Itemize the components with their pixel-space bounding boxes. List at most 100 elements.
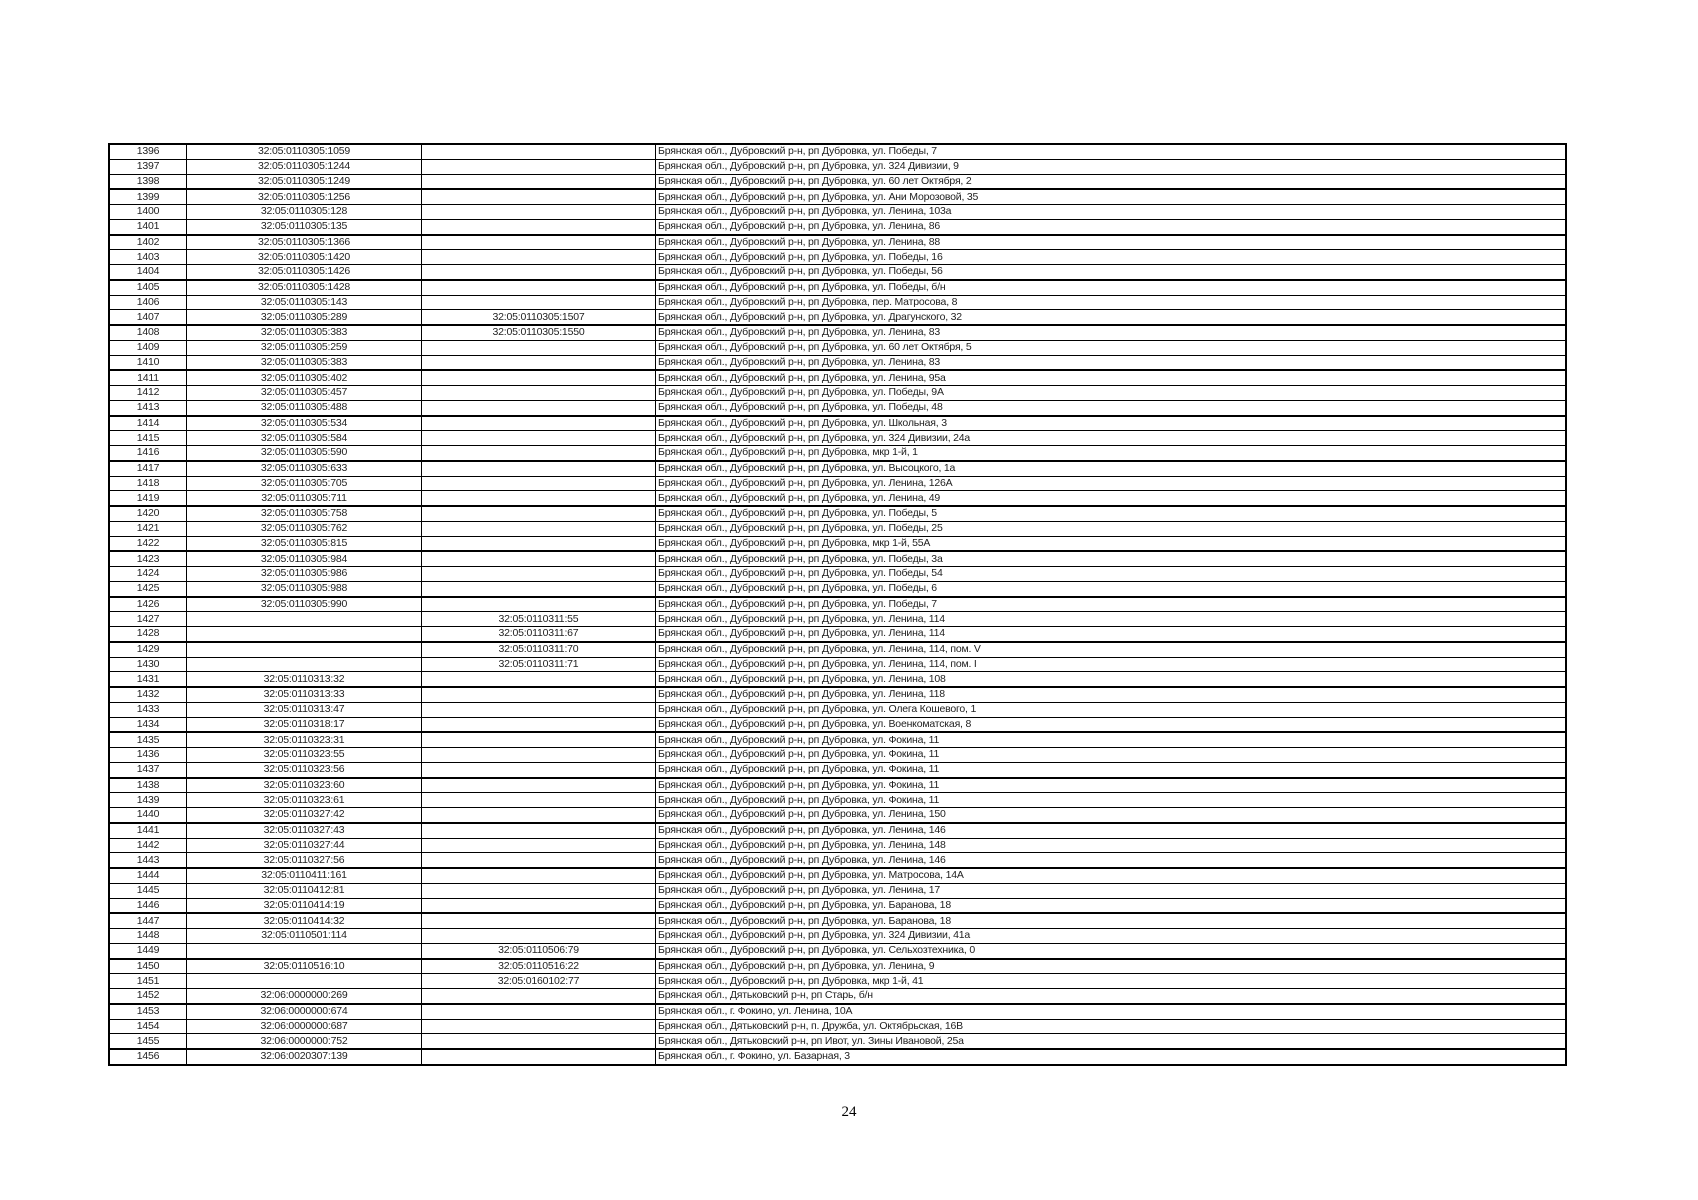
row-number-cell: 1402 [108,233,187,251]
cadastral-number-cell: 32:05:0110305:1059 [186,143,422,160]
address-cell: Брянская обл., Дубровский р-н, рп Дубров… [655,324,1567,341]
address-cell: Брянская обл., Дубровский р-н, рп Дубров… [655,580,1567,598]
related-cadastral-number-cell: 32:05:0110305:1550 [421,324,656,341]
row-number-cell: 1422 [108,535,187,553]
table-row: 1421 32:05:0110305:762 Брянская обл., Дубр… [108,520,1567,537]
table-row: 1422 32:05:0110305:815 Брянская обл., Дубр… [108,535,1567,553]
address-cell: Брянская обл., Дубровский р-н, рп Дубров… [655,158,1567,175]
row-number-cell: 1442 [108,837,187,854]
table-row: 1407 32:05:0110305:289 32:05:0110305:1507 Б… [108,309,1567,327]
cadastral-number-cell: 32:05:0110305:289 [186,309,422,327]
cadastral-number-cell: 32:05:0110305:1420 [186,249,422,265]
address-cell: Брянская обл., Дубровский р-н, рп Дубров… [655,611,1567,627]
table-row: 1432 32:05:0110313:33 Брянская обл., Дубро… [108,686,1567,703]
related-cadastral-number-cell [421,686,656,703]
related-cadastral-number-cell [421,852,656,870]
table-row: 1430 32:05:0110311:71 Брянская обл., Дубро… [108,656,1567,673]
related-cadastral-number-cell [421,414,656,432]
table-row: 1409 32:05:0110305:259 Брянская обл., Дубр… [108,339,1567,356]
table-row: 1431 32:05:0110313:32 Брянская обл., Дубро… [108,671,1567,689]
related-cadastral-number-cell [421,249,656,265]
address-cell: Брянская обл., г. Фокино, ул. Базарная, … [655,1048,1567,1066]
address-cell: Брянская обл., Дубровский р-н, рп Дубров… [655,928,1567,944]
table-row: 1448 32:05:0110501:114 Брянская обл., Дубр… [108,928,1567,944]
cadastral-number-cell: 32:05:0110305:815 [186,535,422,553]
table-row: 1418 32:05:0110305:705 Брянская обл., Дубр… [108,475,1567,492]
related-cadastral-number-cell [421,520,656,537]
cadastral-number-cell: 32:05:0110305:758 [186,505,422,522]
cadastral-number-cell: 32:05:0110411:161 [186,867,422,884]
table-row: 1405 32:05:0110305:1428 Брянская обл., Дуб… [108,279,1567,296]
address-cell: Брянская обл., Дубровский р-н, рп Дубров… [655,806,1567,824]
related-cadastral-number-cell [421,1003,656,1020]
cadastral-number-cell: 32:05:0110305:259 [186,339,422,356]
related-cadastral-number-cell [421,444,656,462]
row-number-cell: 1448 [108,928,187,944]
cadastral-number-cell: 32:05:0110305:633 [186,460,422,477]
row-number-cell: 1423 [108,550,187,568]
related-cadastral-number-cell [421,580,656,598]
row-number-cell: 1410 [108,354,187,372]
cadastral-number-cell: 32:05:0110323:31 [186,731,422,749]
row-number-cell: 1397 [108,158,187,175]
cadastral-number-cell: 32:05:0110313:33 [186,686,422,703]
address-cell: Брянская обл., Дубровский р-н, рп Дубров… [655,957,1567,975]
address-cell: Брянская обл., Дубровский р-н, рп Дубров… [655,460,1567,477]
related-cadastral-number-cell [421,837,656,854]
cadastral-number-cell: 32:05:0110327:56 [186,852,422,870]
address-cell: Брянская обл., Дубровский р-н, рп Дубров… [655,716,1567,734]
table-row: 1423 32:05:0110305:984 Брянская обл., Дубр… [108,550,1567,568]
row-number-cell: 1416 [108,444,187,462]
cadastral-number-cell: 32:05:0110305:457 [186,385,422,401]
cadastral-number-cell: 32:05:0110318:17 [186,716,422,734]
table-row: 1416 32:05:0110305:590 Брянская обл., Дубр… [108,444,1567,462]
row-number-cell: 1426 [108,595,187,613]
row-number-cell: 1436 [108,747,187,763]
address-cell: Брянская обл., Дубровский р-н, рп Дубров… [655,656,1567,673]
address-cell: Брянская обл., Дубровский р-н, рп Дубров… [655,731,1567,749]
cadastral-number-cell: 32:05:0110305:762 [186,520,422,537]
table-row: 1417 32:05:0110305:633 Брянская обл., Дубр… [108,460,1567,477]
related-cadastral-number-cell: 32:05:0110311:70 [421,641,656,658]
cadastral-number-cell: 32:05:0110305:1256 [186,188,422,206]
address-cell: Брянская обл., Дубровский р-н, рп Дубров… [655,701,1567,718]
related-cadastral-number-cell [421,233,656,251]
row-number-cell: 1443 [108,852,187,870]
related-cadastral-number-cell [421,294,656,311]
table-row: 1441 32:05:0110327:43 Брянская обл., Дубро… [108,822,1567,839]
table-row: 1445 32:05:0110412:81 Брянская обл., Дубро… [108,882,1567,899]
row-number-cell: 1446 [108,897,187,915]
related-cadastral-number-cell: 32:05:0110516:22 [421,957,656,975]
address-cell: Брянская обл., Дубровский р-н, рп Дубров… [655,143,1567,160]
row-number-cell: 1399 [108,188,187,206]
address-cell: Брянская обл., Дубровский р-н, рп Дубров… [655,369,1567,387]
row-number-cell: 1420 [108,505,187,522]
table-row: 1401 32:05:0110305:135 Брянская обл., Дубр… [108,218,1567,236]
row-number-cell: 1413 [108,399,187,417]
table-row: 1440 32:05:0110327:42 Брянская обл., Дубро… [108,806,1567,824]
table-row: 1398 32:05:0110305:1249 Брянская обл., Дуб… [108,173,1567,191]
address-cell: Брянская обл., Дубровский р-н, рп Дубров… [655,761,1567,779]
table-row: 1410 32:05:0110305:383 Брянская обл., Дубр… [108,354,1567,372]
address-cell: Брянская обл., Дубровский р-н, рп Дубров… [655,204,1567,220]
address-cell: Брянская обл., Дубровский р-н, рп Дубров… [655,641,1567,658]
related-cadastral-number-cell [421,263,656,281]
related-cadastral-number-cell [421,204,656,220]
related-cadastral-number-cell [421,490,656,508]
cadastral-number-cell: 32:06:0020307:139 [186,1048,422,1066]
cadastral-number-cell: 32:05:0110305:534 [186,414,422,432]
cadastral-number-cell: 32:05:0110323:55 [186,747,422,763]
related-cadastral-number-cell [421,566,656,582]
related-cadastral-number-cell [421,550,656,568]
row-number-cell: 1451 [108,973,187,989]
row-number-cell: 1417 [108,460,187,477]
related-cadastral-number-cell: 32:05:0110506:79 [421,942,656,960]
cadastral-number-cell: 32:05:0110305:383 [186,354,422,372]
related-cadastral-number-cell [421,505,656,522]
row-number-cell: 1433 [108,701,187,718]
related-cadastral-number-cell [421,776,656,794]
address-cell: Брянская обл., Дубровский р-н, рп Дубров… [655,249,1567,265]
related-cadastral-number-cell: 32:05:0110311:71 [421,656,656,673]
row-number-cell: 1431 [108,671,187,689]
row-number-cell: 1405 [108,279,187,296]
